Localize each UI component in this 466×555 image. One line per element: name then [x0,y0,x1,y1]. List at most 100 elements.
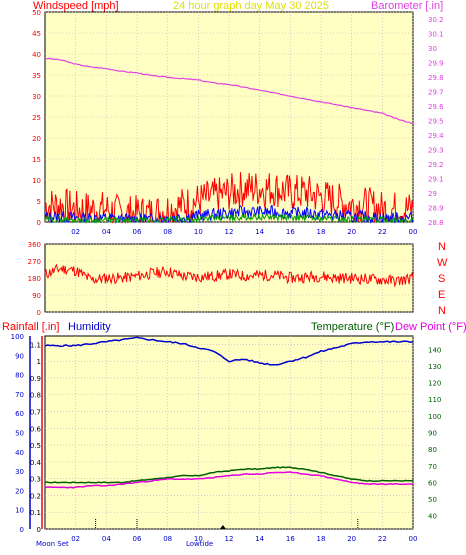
temperature-y-tick-label: 130 [428,363,441,371]
x-tick-label: 00 [409,228,418,236]
barometer-series-line [44,57,414,125]
x-tick-label: 02 [71,535,80,543]
barometer-y-tick-label: 30 [428,45,437,53]
x-tick-label: 18 [317,228,326,236]
temperature-axis-title: Temperature (°F) [311,321,394,333]
wind-y-tick-label: 20 [32,135,41,143]
rain-y-tick-label: 0.9 [30,375,41,383]
rainfall-axis-title: Rainfall [.in] [2,321,59,333]
x-tick-label: 04 [102,535,111,543]
rain-y-tick-label: 0.6 [30,425,42,433]
barometer-y-tick-label: 28.9 [428,205,444,213]
temperature-y-tick-label: 70 [428,463,437,471]
x-tick-label: 18 [317,535,326,543]
barometer-y-tick-label: 28.8 [428,219,444,227]
windspeed-series-line [44,172,414,224]
direction-y-tick-label: 360 [28,241,41,249]
direction-letter-w: W [437,257,448,269]
x-tick-label: 08 [163,228,172,236]
wind-y-tick-label: 25 [32,114,41,122]
barometer-y-tick-label: 29.8 [428,74,444,82]
humidity-y-tick-label: 100 [11,333,24,341]
humidity-y-tick-label: 80 [15,372,24,380]
rain-y-tick-label: 0.7 [30,409,41,417]
x-tick-label: 14 [255,535,264,543]
wind-y-tick-label: 30 [32,93,41,101]
rain-y-tick-label: 1 [37,358,41,366]
temperature-y-tick-label: 40 [428,513,437,521]
wind-y-tick-label: 0 [37,219,41,227]
temperature-y-tick-label: 140 [428,346,441,354]
direction-letter-e: E [438,289,445,301]
x-tick-label: 00 [409,535,418,543]
barometer-y-tick-label: 29.9 [428,60,444,68]
wind-min-series-line [44,212,414,224]
barometer-axis-title: Barometer [.in] [371,0,443,12]
rain-y-tick-label: 0.1 [30,509,41,517]
humidity-y-tick-label: 60 [15,410,24,418]
x-tick-label: 02 [71,228,80,236]
x-tick-label: 16 [286,535,295,543]
temperature-y-tick-label: 80 [428,446,437,454]
rain-y-tick-label: 0.4 [30,459,42,467]
temperature-series-line [45,466,413,484]
direction-y-tick-label: 90 [32,292,41,300]
direction-y-tick-label: 180 [28,275,41,283]
humidity-y-tick-label: 20 [15,487,24,495]
direction-letter-n-top: N [438,241,446,253]
x-tick-label: 16 [286,228,295,236]
moon-set-label: Moon Set [36,540,69,548]
x-tick-label: 22 [378,535,387,543]
wind-y-tick-label: 5 [37,198,41,206]
barometer-y-tick-label: 29 [428,190,437,198]
x-tick-label: 12 [225,228,234,236]
barometer-y-tick-label: 30.1 [428,31,444,39]
wind-y-tick-label: 10 [32,177,41,185]
x-tick-label: 04 [102,228,111,236]
x-tick-label: 20 [347,535,356,543]
x-tick-label: 14 [255,228,264,236]
lowtide-label: Lowtide [186,540,213,548]
rain-y-tick-label: 0.8 [30,392,41,400]
temperature-y-tick-label: 90 [428,430,437,438]
direction-letter-n-bottom: N [438,305,446,317]
humidity-y-tick-label: 0 [20,526,24,534]
x-tick-label: 06 [133,535,142,543]
barometer-y-tick-label: 30.2 [428,16,444,24]
direction-y-tick-label: 0 [37,309,41,317]
barometer-y-tick-label: 29.5 [428,118,444,126]
barometer-y-tick-label: 29.3 [428,147,444,155]
dewpoint-axis-title: Dew Point (°F) [395,321,466,333]
dewpoint-series-line [44,471,414,489]
x-tick-label: 06 [133,228,142,236]
humidity-y-tick-label: 90 [15,352,24,360]
wind-y-tick-label: 40 [32,51,41,59]
humidity-axis-title: Humidity [68,321,111,333]
temperature-y-tick-label: 120 [428,380,441,388]
x-tick-label: 20 [347,228,356,236]
humidity-y-tick-label: 30 [15,468,24,476]
wind-y-tick-label: 35 [32,72,41,80]
humidity-y-tick-label: 40 [15,449,24,457]
barometer-y-tick-label: 29.4 [428,132,444,140]
rain-y-tick-label: 0.5 [30,442,41,450]
wind-y-tick-label: 50 [32,9,41,17]
x-tick-label: 10 [194,228,203,236]
x-tick-label: 22 [378,228,387,236]
x-tick-label: 10 [194,535,203,543]
rain-y-tick-label: 0.2 [30,492,41,500]
rain-y-tick-label: 0.3 [30,476,41,484]
rain-y-tick-label: 1.1 [30,341,41,349]
direction-letter-s: S [438,273,445,285]
rain-y-tick-label: 0 [37,526,41,534]
barometer-y-tick-label: 29.6 [428,103,444,111]
wind-y-tick-label: 45 [32,30,41,38]
wind-y-tick-label: 15 [32,156,41,164]
barometer-y-tick-label: 29.7 [428,89,444,97]
temperature-y-tick-label: 110 [428,396,441,404]
lowtide-marker-icon [219,525,226,529]
humidity-y-tick-label: 70 [15,391,24,399]
